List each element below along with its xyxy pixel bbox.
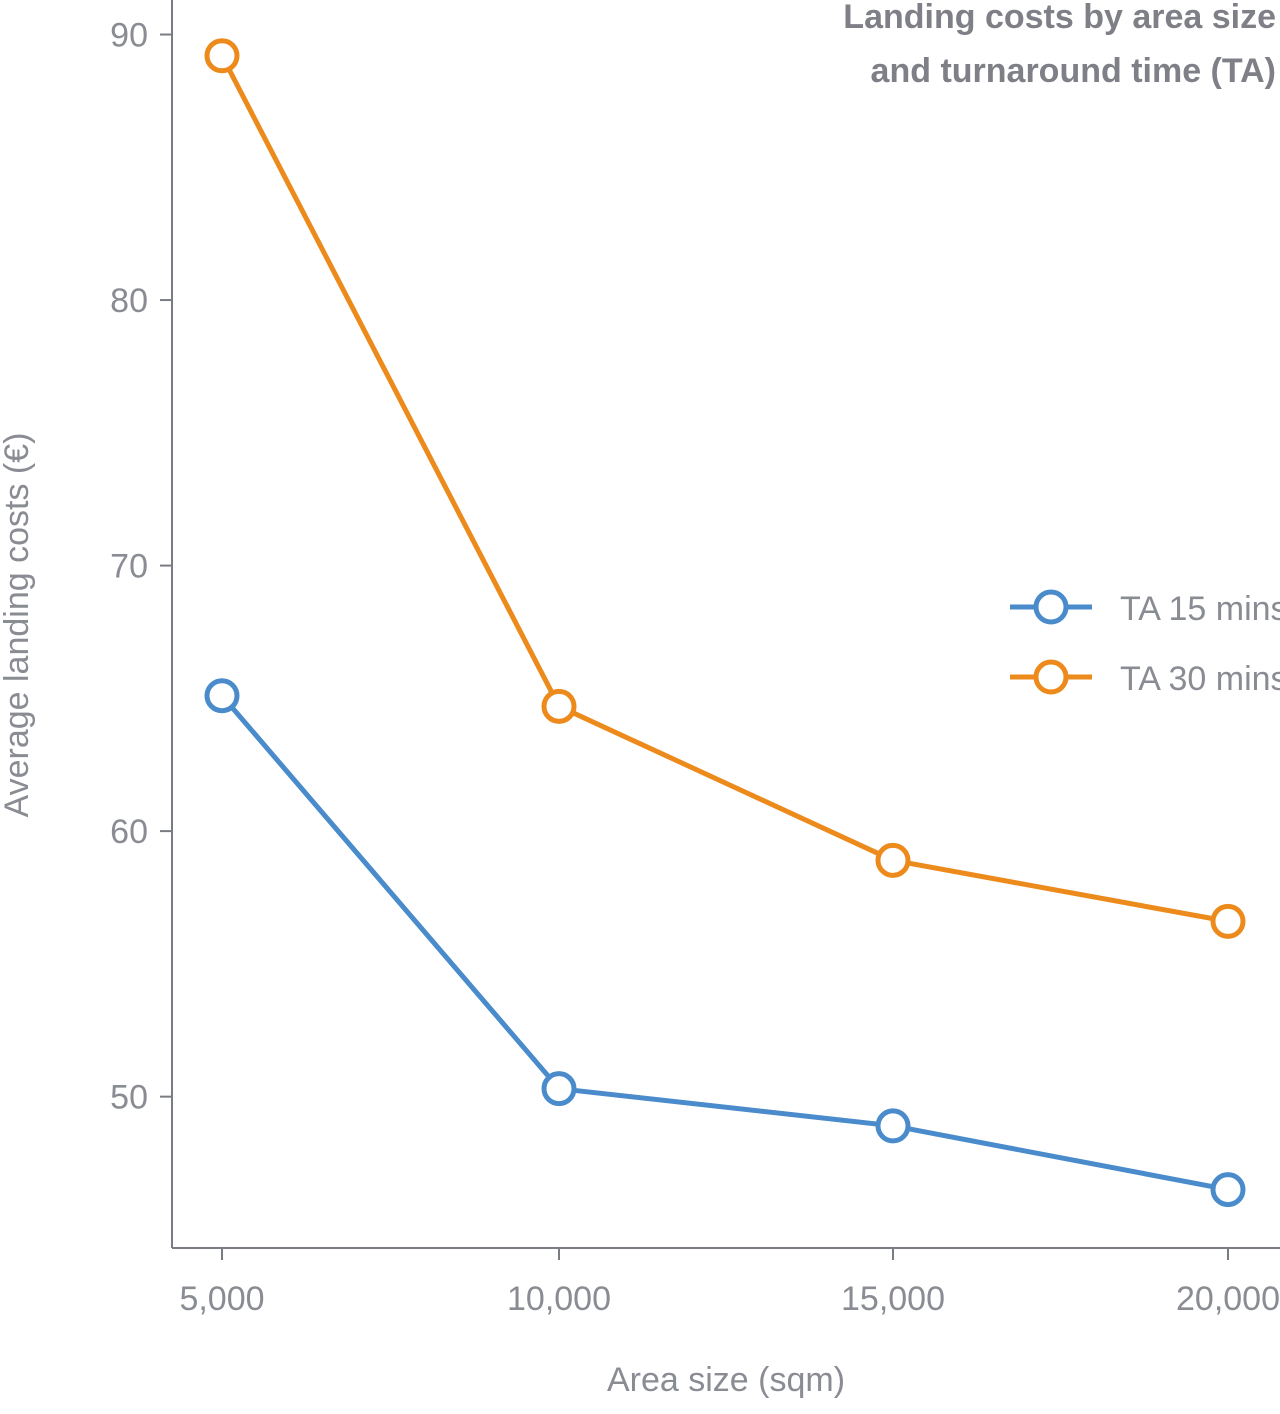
legend: TA 15 mins TA 30 mins	[1010, 589, 1280, 698]
x-tick-label: 10,000	[507, 1280, 611, 1318]
data-point-series-0	[1210, 1172, 1246, 1208]
series-line-0	[220, 694, 1229, 1193]
data-point-series-0	[541, 1071, 577, 1107]
x-tick-label: 5,000	[179, 1280, 264, 1318]
data-point-series-1	[204, 38, 240, 74]
chart-title-line-2: and turnaround time (TA)	[871, 52, 1276, 90]
data-point-series-1	[541, 688, 577, 724]
y-axis-ticks: 50 60 70 80 90	[110, 17, 172, 1117]
legend-marker-ta-15	[1033, 589, 1069, 625]
data-point-series-1	[875, 842, 911, 878]
legend-marker-ta-30	[1033, 659, 1069, 695]
y-tick-label: 70	[110, 548, 148, 586]
y-tick-label: 50	[110, 1079, 148, 1117]
y-tick-label: 60	[110, 813, 148, 851]
axes	[171, 0, 1280, 1249]
x-tick-label: 20,000	[1176, 1280, 1280, 1318]
data-point-series-0	[204, 678, 240, 714]
y-tick-label: 90	[110, 17, 148, 55]
x-axis-title: Area size (sqm)	[607, 1361, 845, 1399]
data-point-series-0	[875, 1108, 911, 1144]
legend-item-ta-15: TA 15 mins	[1010, 589, 1280, 628]
chart-title-line-1: Landing costs by area size	[843, 0, 1276, 36]
legend-label-ta-15: TA 15 mins	[1120, 590, 1280, 628]
x-axis-ticks: 5,000 10,000 15,000 20,000	[179, 1248, 1280, 1318]
legend-label-ta-30: TA 30 mins	[1120, 660, 1280, 698]
x-tick-label: 15,000	[841, 1280, 945, 1318]
y-axis-title: Average landing costs (€)	[0, 433, 36, 818]
legend-item-ta-30: TA 30 mins	[1010, 659, 1280, 698]
series-group	[204, 38, 1246, 1208]
y-tick-label: 80	[110, 282, 148, 320]
data-point-series-1	[1210, 903, 1246, 939]
series-line-1	[219, 54, 1229, 924]
